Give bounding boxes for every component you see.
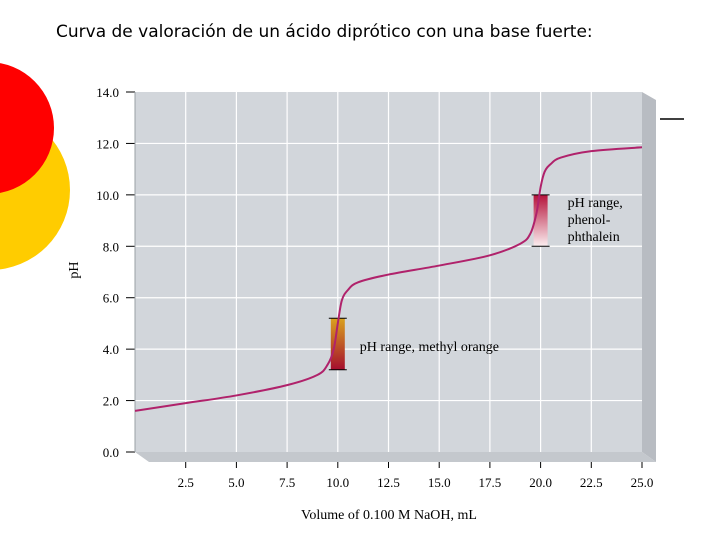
decorative-circles [0, 63, 70, 270]
phenolphthalein-label-line: phenol- [568, 213, 611, 228]
y-tick-label: 6.0 [103, 291, 119, 306]
x-tick-label: 12.5 [377, 475, 400, 490]
methyl-orange-label: pH range, methyl orange [360, 340, 499, 355]
plot-shadow-right [642, 92, 656, 462]
plot-shadow-bottom [135, 452, 656, 462]
y-tick-label: 10.0 [96, 188, 119, 203]
x-tick-label: 25.0 [631, 475, 654, 490]
methyl-orange-range-bar [330, 318, 345, 370]
x-tick-label: 22.5 [580, 475, 603, 490]
y-tick-label: 2.0 [103, 394, 119, 409]
y-tick-label: 0.0 [103, 445, 119, 460]
indicator-ranges [328, 194, 550, 371]
phenolphthalein-label: pH range, phenol-phthalein [568, 196, 623, 245]
x-tick-label: 5.0 [228, 475, 244, 490]
y-tick-label: 8.0 [103, 239, 119, 254]
x-tick-label: 17.5 [479, 475, 502, 490]
y-axis-label: pH [67, 261, 82, 278]
phenolphthalein-label-line: phthalein [568, 230, 620, 245]
y-tick-labels: 0.0 2.0 4.0 6.0 8.0 10.0 12.0 14.0 [96, 85, 119, 460]
x-tick-label: 2.5 [178, 475, 194, 490]
red-decorative-circle [0, 63, 54, 193]
x-tick-label: 15.0 [428, 475, 451, 490]
titration-curve [134, 146, 643, 412]
axes [126, 91, 643, 468]
slide-title: Curva de valoración de un ácido diprótic… [56, 22, 593, 42]
grid-lines [135, 92, 642, 452]
x-tick-labels: 2.5 5.0 7.5 10.0 12.5 15.0 17.5 20.0 22.5 25.0 [178, 475, 654, 490]
x-tick-label: 10.0 [326, 475, 349, 490]
x-tick-label: 20.0 [529, 475, 552, 490]
y-tick-label: 14.0 [96, 85, 119, 100]
x-tick-label: 7.5 [279, 475, 295, 490]
y-tick-label: 4.0 [103, 342, 119, 357]
x-axis-label: Volume of 0.100 M NaOH, mL [301, 508, 477, 523]
y-tick-label: 12.0 [96, 136, 119, 151]
phenolphthalein-label-line: pH range, [568, 196, 623, 211]
